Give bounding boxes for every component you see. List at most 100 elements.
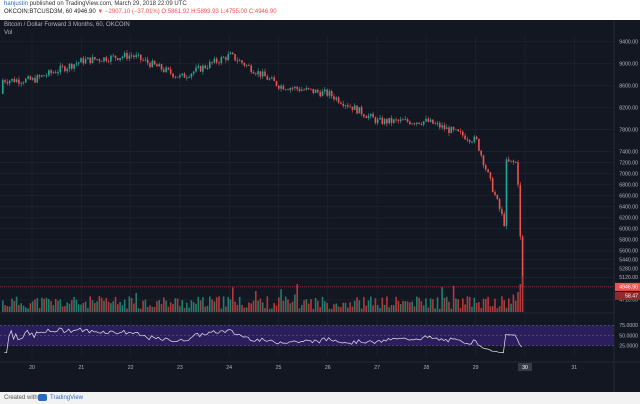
- volume-bar: [512, 294, 515, 312]
- volume-bar: [197, 296, 200, 312]
- volume-bar: [31, 301, 34, 312]
- volume-bar: [358, 300, 361, 312]
- volume-bar: [351, 306, 354, 312]
- candle: [436, 123, 439, 125]
- volume-bar: [103, 300, 105, 312]
- candle: [197, 66, 200, 68]
- volume-bar: [34, 299, 36, 312]
- volume-bar: [130, 298, 133, 312]
- volume-bar: [248, 302, 250, 312]
- volume-bar: [204, 306, 206, 312]
- volume-bar: [397, 300, 400, 312]
- volume-bar: [156, 301, 158, 312]
- candle: [11, 78, 13, 81]
- tradingview-brand[interactable]: TradingView: [50, 395, 84, 401]
- candle: [275, 81, 278, 86]
- candle: [144, 59, 147, 61]
- chart-area[interactable]: 9400.00 9000.00 8600.00 8200.00 7800.00 7400.…: [0, 20, 640, 392]
- candle: [61, 65, 64, 67]
- volume-bar: [365, 305, 367, 312]
- price-chart-svg[interactable]: 9400.00 9000.00 8600.00 8200.00 7800.00 7400.…: [0, 20, 640, 392]
- volume-bar: [333, 304, 335, 312]
- volume-bar: [186, 302, 188, 312]
- candle: [328, 91, 331, 96]
- time-label: 29: [473, 365, 479, 371]
- volume-bar: [77, 304, 80, 312]
- volume-bar: [218, 296, 220, 312]
- volume-bar: [140, 308, 142, 312]
- volume-bar: [48, 299, 50, 312]
- candle: [278, 85, 280, 89]
- candle: [273, 77, 275, 82]
- candle: [73, 64, 75, 69]
- candle: [459, 131, 462, 133]
- volume-bar: [319, 307, 321, 312]
- volume-bar: [89, 296, 91, 312]
- candle: [82, 58, 85, 64]
- volume-bar: [363, 296, 365, 312]
- volume-bar: [353, 300, 356, 312]
- volume-bar: [473, 297, 476, 312]
- volume-bar: [282, 300, 285, 312]
- volume-bar: [379, 308, 381, 312]
- volume-bar: [390, 305, 393, 312]
- volume-bar: [466, 296, 469, 312]
- candle: [429, 119, 432, 122]
- candle: [487, 169, 489, 173]
- volume-bar: [448, 301, 450, 312]
- volume-bar: [87, 307, 89, 312]
- author-link[interactable]: hanjustin: [4, 1, 29, 7]
- candle: [298, 88, 301, 91]
- volume-bar: [213, 301, 216, 312]
- volume-bar: [126, 308, 128, 312]
- candle: [475, 136, 478, 139]
- volume-bar: [505, 307, 508, 312]
- candle: [75, 63, 78, 65]
- candle: [372, 113, 374, 118]
- candle: [66, 68, 68, 72]
- volume-bar: [160, 303, 163, 312]
- candle: [22, 82, 25, 84]
- symbol-ohlc-line: OKCOIN:BTCUSD3M, 60 4946.90 ▼ −2907.10 (…: [4, 9, 277, 15]
- candle: [215, 58, 218, 63]
- volume-bar: [169, 302, 172, 312]
- volume-bar: [211, 299, 213, 312]
- price-tick-label: 4710.00: [619, 298, 638, 304]
- candle: [358, 107, 361, 114]
- volume-bar: [241, 304, 243, 312]
- volume-bar: [243, 307, 246, 312]
- price-tick-label: 6800.00: [619, 183, 638, 189]
- candle: [503, 213, 505, 226]
- candle: [353, 105, 356, 110]
- candle: [427, 118, 430, 122]
- candle: [441, 125, 443, 128]
- candle: [266, 76, 269, 80]
- candle: [411, 123, 413, 125]
- volume-bar: [427, 307, 430, 312]
- volume-bar: [434, 308, 436, 312]
- price-tick-label: 5120.00: [619, 275, 638, 281]
- candle: [287, 89, 289, 91]
- volume-bar: [2, 300, 4, 312]
- volume-bar: [133, 303, 135, 312]
- candle: [413, 123, 416, 125]
- candle: [169, 69, 172, 74]
- volume-bar: [220, 308, 223, 312]
- candle: [220, 57, 223, 64]
- price-tick-label: 5440.00: [619, 258, 638, 264]
- candle: [457, 129, 459, 132]
- price-tick-label: 8200.00: [619, 105, 638, 111]
- volume-bar: [287, 299, 289, 312]
- time-label: 22: [128, 365, 134, 371]
- candle: [181, 73, 183, 76]
- candle: [140, 54, 142, 60]
- candle: [110, 55, 112, 62]
- time-label: 26: [325, 365, 331, 371]
- price-tick-label: 7400.00: [619, 150, 638, 156]
- volume-bar: [374, 298, 377, 312]
- candle: [68, 63, 71, 69]
- volume-bar: [498, 306, 501, 312]
- rsi-tick-label: 75.0000: [619, 323, 638, 329]
- candle: [6, 82, 9, 84]
- candle: [57, 71, 59, 74]
